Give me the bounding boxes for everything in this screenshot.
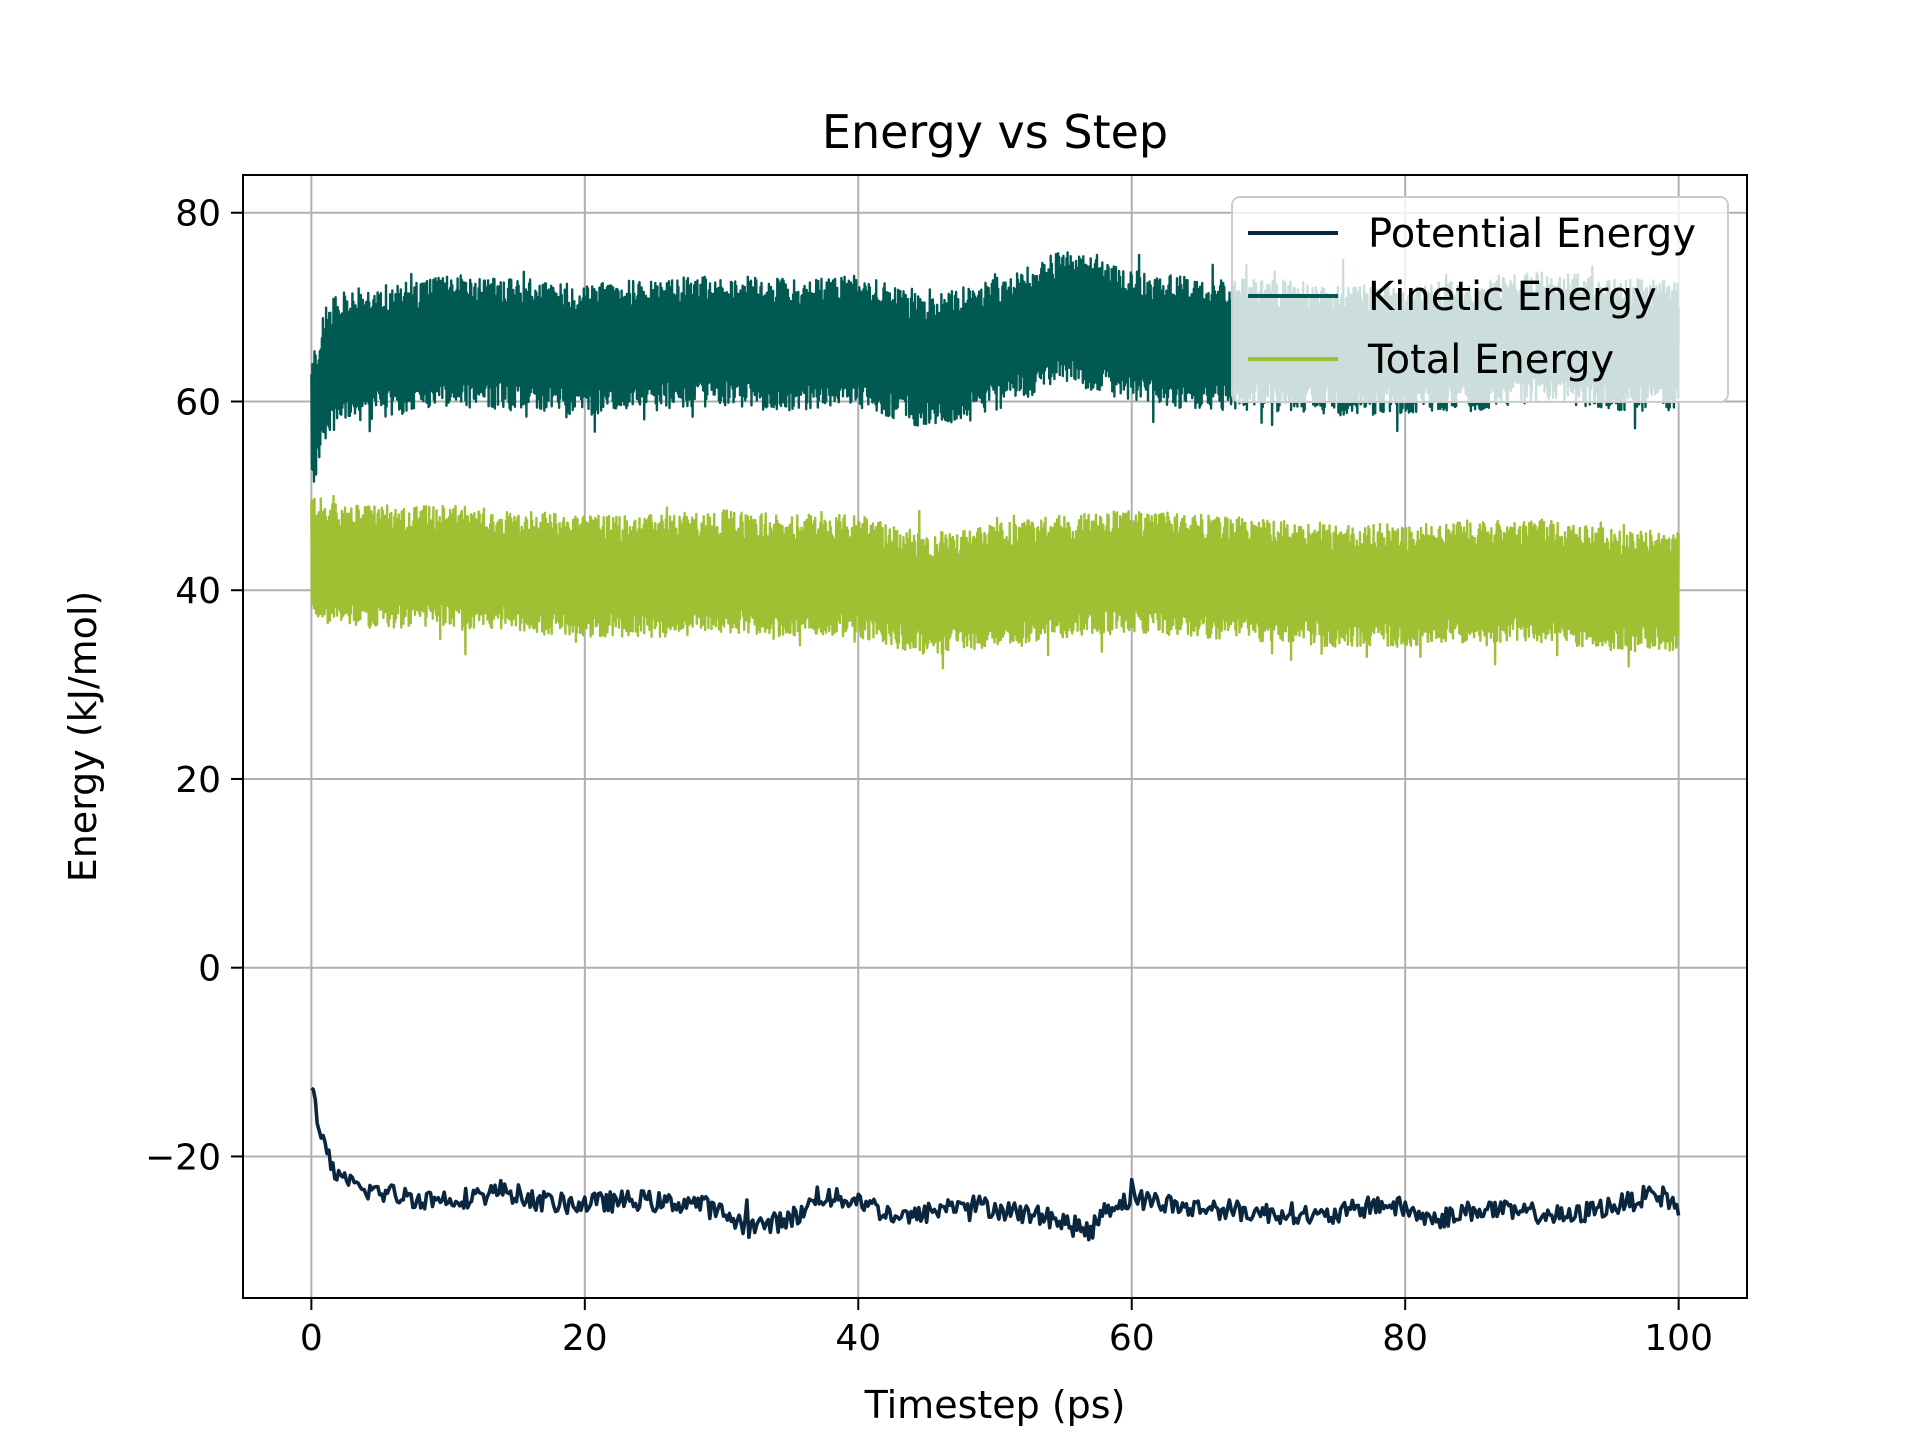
x-tick-label: 80 — [1382, 1318, 1428, 1359]
x-tick-label: 0 — [300, 1318, 323, 1359]
chart-title: Energy vs Step — [822, 105, 1168, 159]
x-tick-label: 60 — [1109, 1318, 1155, 1359]
series-line — [310, 1086, 1681, 1242]
x-tick-label: 20 — [562, 1318, 608, 1359]
y-tick-label: 60 — [175, 382, 221, 423]
legend-box — [1231, 196, 1729, 403]
y-tick-label: −20 — [145, 1137, 221, 1178]
y-tick-label: 0 — [198, 949, 221, 990]
x-tick-label: 40 — [835, 1318, 881, 1359]
plot-frame — [242, 174, 1748, 1299]
legend-label: Kinetic Energy — [1368, 274, 1657, 320]
y-tick-label: 20 — [175, 760, 221, 801]
series-total-energy — [310, 494, 1680, 670]
ticks: 0 20 40 60 80 100 −20 0 20 40 60 80 — [145, 194, 1713, 1359]
legend-label: Potential Energy — [1368, 211, 1696, 257]
series-potential-energy — [310, 1086, 1681, 1242]
legend: Potential Energy Kinetic Energy Total Ener… — [1231, 196, 1729, 403]
y-tick-label: 40 — [175, 571, 221, 612]
legend-label: Total Energy — [1367, 337, 1614, 383]
series-line — [310, 494, 1680, 670]
y-tick-label: 80 — [175, 194, 221, 235]
x-tick-label: 100 — [1644, 1318, 1713, 1359]
x-axis-label: Timestep (ps) — [864, 1383, 1126, 1427]
y-axis-label: Energy (kJ/mol) — [61, 591, 105, 883]
